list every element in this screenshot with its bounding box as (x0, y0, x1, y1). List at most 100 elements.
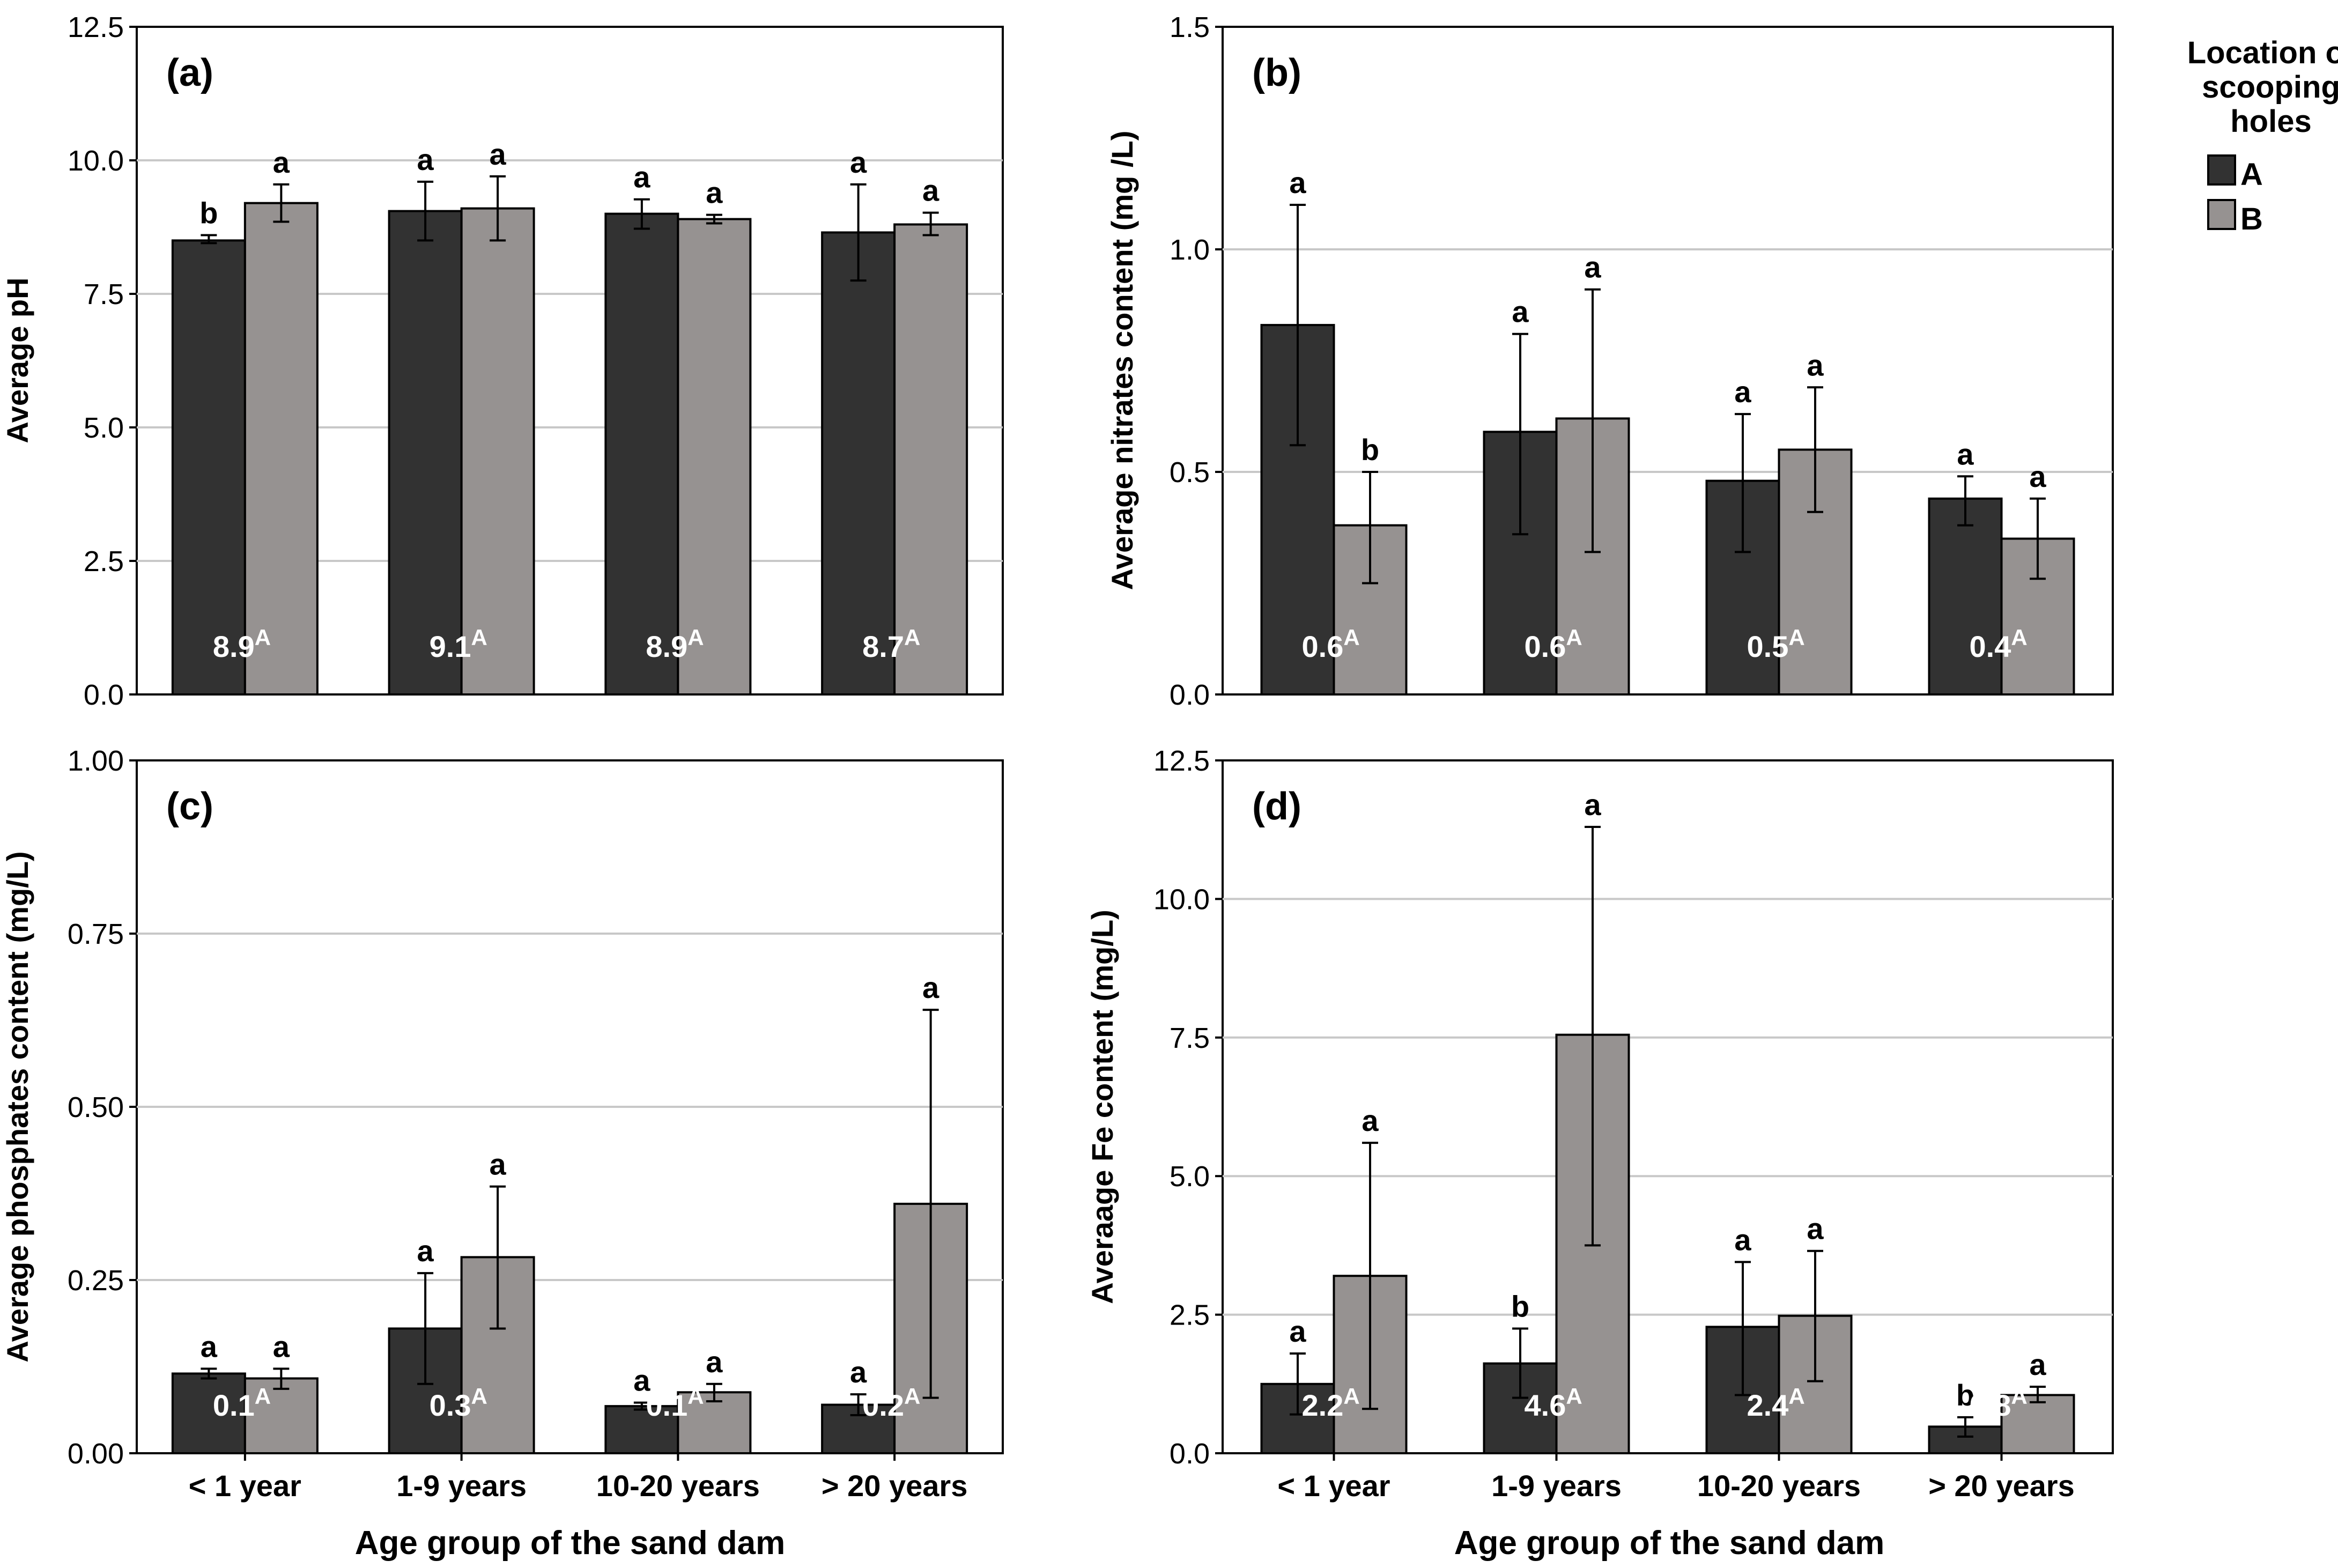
significance-letter: b (1956, 1378, 1974, 1412)
bar-a (1260, 1382, 1335, 1455)
y-tick-label: 2.5 (84, 545, 124, 578)
significance-letter: a (850, 145, 867, 179)
significance-letter: a (706, 1345, 723, 1379)
mean-label-letter: A (1566, 625, 1582, 650)
y-tick-label: 7.5 (1170, 1022, 1210, 1054)
y-tick-label: 12.5 (1153, 745, 1210, 777)
significance-letter: a (1807, 1212, 1824, 1246)
mean-label-letter: A (1343, 1384, 1359, 1409)
significance-letter: a (1957, 437, 1974, 471)
mean-label: 8.9A (646, 625, 704, 663)
bar-b (460, 207, 535, 696)
mean-label-letter: A (255, 1384, 271, 1409)
panel-label: (a) (166, 51, 213, 94)
mean-label-letter: A (904, 1384, 920, 1409)
panel-label: (d) (1252, 785, 1301, 828)
mean-label: 4.6A (1525, 1384, 1582, 1422)
bar-a (604, 212, 679, 696)
significance-letter: a (2029, 1348, 2046, 1381)
y-tick-label: 0.00 (68, 1438, 124, 1470)
x-tick-label: 1-9 years (396, 1469, 527, 1503)
significance-letter: a (1734, 375, 1751, 409)
significance-letter: a (1512, 295, 1529, 329)
legend-label-b: B (2240, 202, 2263, 236)
significance-letter: a (633, 1364, 650, 1397)
significance-letter: a (1734, 1223, 1751, 1256)
legend-title-line-2: scooping (2202, 70, 2338, 105)
y-tick-label: 0.0 (1170, 1438, 1210, 1470)
significance-letter: a (490, 137, 507, 171)
legend-title-line-3: holes (2230, 104, 2312, 139)
bar-b (677, 1391, 752, 1454)
bar-a (821, 231, 896, 696)
x-tick-label: 10-20 years (596, 1469, 760, 1503)
mean-label-letter: A (255, 625, 271, 650)
significance-letter: a (706, 176, 723, 210)
significance-letter: a (490, 1148, 507, 1181)
mean-label-letter: A (904, 625, 920, 650)
significance-letter: b (1361, 433, 1379, 467)
bar-b (677, 218, 752, 696)
y-axis-label: Average nitrates content (mg /L) (1105, 131, 1139, 590)
mean-label-letter: A (471, 625, 487, 650)
significance-letter: a (1584, 250, 1601, 284)
significance-letter: a (1584, 788, 1601, 822)
y-tick-label: 1.0 (1170, 234, 1210, 266)
y-tick-label: 0.0 (84, 679, 124, 711)
significance-letter: a (201, 1329, 218, 1363)
y-tick-label: 0.25 (68, 1264, 124, 1297)
mean-label-letter: A (2011, 625, 2027, 650)
significance-letter: b (1511, 1289, 1529, 1323)
bar-a (1928, 497, 2003, 696)
significance-letter: a (922, 971, 939, 1004)
significance-letter: a (633, 160, 650, 194)
x-axis-title-right: Age group of the sand dam (1454, 1525, 1885, 1562)
significance-letter: a (922, 174, 939, 208)
x-tick-label: < 1 year (1277, 1469, 1390, 1503)
x-tick-label: < 1 year (189, 1469, 301, 1503)
mean-label-letter: A (1343, 625, 1359, 650)
legend-swatch-a (2207, 154, 2236, 186)
legend-label-a: A (2240, 157, 2263, 192)
mean-label-letter: A (471, 1384, 487, 1409)
significance-letter: a (1289, 166, 1306, 199)
significance-letter: b (199, 196, 218, 230)
significance-letter: a (1807, 348, 1824, 382)
bar-b (243, 202, 319, 696)
legend-title-line-1: Location of (2187, 35, 2338, 70)
y-axis-label: Average pH (1, 277, 34, 443)
y-axis-label: Averaage Fe content (mg/L) (1085, 909, 1119, 1304)
bar-a (171, 239, 246, 696)
y-tick-label: 5.0 (1170, 1160, 1210, 1193)
y-tick-label: 1.5 (1170, 11, 1210, 43)
bar-a (388, 210, 463, 696)
panel-a: 0.0 2.5 5.0 7.5 10.0 12.5 Average pH (a) b a 8.9A a… (1, 11, 1004, 711)
x-tick-label: > 20 years (1928, 1469, 2074, 1503)
mean-label-letter: A (1788, 625, 1804, 650)
panel-c: 0.00 0.25 0.50 0.75 1.00 Average phosphates c… (1, 745, 1004, 1503)
significance-letter: a (1362, 1104, 1379, 1137)
panel-b: 0.0 0.5 1.0 1.5 Average nitrates content (mg… (1105, 11, 2114, 711)
y-tick-label: 7.5 (84, 278, 124, 310)
mean-label-letter: A (1566, 1384, 1582, 1409)
mean-label-letter: A (687, 625, 704, 650)
x-axis-title-left: Age group of the sand dam (355, 1525, 786, 1562)
y-tick-label: 10.0 (1153, 883, 1210, 915)
mean-label-letter: A (2011, 1384, 2027, 1409)
significance-letter: a (273, 145, 290, 179)
y-tick-label: 0.0 (1170, 679, 1210, 711)
legend-swatch-b (2207, 199, 2236, 230)
significance-letter: a (850, 1355, 867, 1389)
significance-letter: a (1289, 1314, 1306, 1348)
y-tick-label: 2.5 (1170, 1299, 1210, 1332)
y-tick-label: 0.75 (68, 918, 124, 950)
y-tick-label: 1.00 (68, 745, 124, 777)
y-tick-label: 12.5 (68, 11, 124, 43)
significance-letter: a (273, 1329, 290, 1363)
x-tick-label: > 20 years (822, 1469, 967, 1503)
mean-label-letter: A (687, 1384, 704, 1409)
bar-b (2000, 1394, 2075, 1454)
panel-label: (b) (1252, 51, 1301, 94)
x-tick-label: 10-20 years (1697, 1469, 1861, 1503)
